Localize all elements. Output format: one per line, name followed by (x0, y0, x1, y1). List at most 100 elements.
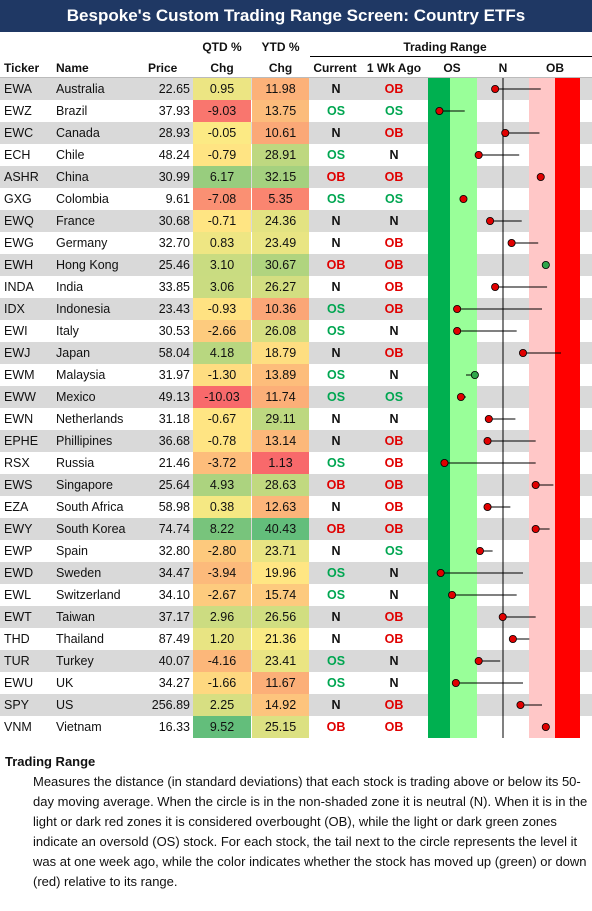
ytd-cell: 10.36 (252, 298, 309, 320)
current-position-dot (453, 326, 462, 335)
current-position-dot (459, 194, 468, 203)
ticker-cell: EWC (4, 126, 34, 140)
ticker-cell: EWA (4, 82, 33, 96)
qtd-cell: -2.67 (193, 584, 251, 606)
table-row: EWG Germany 32.70 0.83 23.49 N OB (0, 232, 592, 254)
current-status-cell: N (331, 632, 341, 646)
price-cell: 9.61 (165, 192, 190, 206)
week-ago-status-cell: OB (384, 82, 404, 96)
current-status-cell: OS (326, 192, 346, 206)
current-status-cell: OB (326, 170, 346, 184)
ticker-cell: EWY (4, 522, 33, 536)
qtd-cell: -3.72 (193, 452, 251, 474)
ytd-cell: 40.43 (252, 518, 309, 540)
table-row: RSX Russia 21.46 -3.72 1.13 OS OB (0, 452, 592, 474)
current-status-cell: OS (326, 302, 346, 316)
name-cell: UK (56, 676, 74, 690)
ticker-cell: GXG (4, 192, 32, 206)
price-cell: 34.47 (158, 566, 190, 580)
name-cell: Switzerland (56, 588, 121, 602)
ticker-cell: EWW (4, 390, 36, 404)
ticker-cell: IDX (4, 302, 25, 316)
ticker-cell: EWQ (4, 214, 34, 228)
ticker-cell: RSX (4, 456, 30, 470)
qtd-cell: 0.95 (193, 78, 251, 100)
notes-body: Measures the distance (in standard devia… (33, 774, 588, 889)
ticker-cell: EWJ (4, 346, 31, 360)
ytd-cell: 18.79 (252, 342, 309, 364)
ob-light-zone (529, 78, 555, 738)
trading-range-underline (310, 56, 592, 57)
name-cell: Thailand (56, 632, 104, 646)
current-status-cell: N (331, 214, 341, 228)
ticker-header: Ticker (4, 61, 40, 75)
ticker-cell: EWT (4, 610, 32, 624)
qtd-cell: 2.96 (193, 606, 251, 628)
ticker-cell: EWP (4, 544, 33, 558)
price-cell: 21.46 (158, 456, 190, 470)
ticker-cell: EWG (4, 236, 34, 250)
ticker-cell: ASHR (4, 170, 39, 184)
week-ago-status-cell: N (389, 566, 399, 580)
price-cell: 33.85 (158, 280, 190, 294)
price-cell: 58.98 (158, 500, 190, 514)
current-status-cell: N (331, 698, 341, 712)
week-ago-status-cell: OS (384, 104, 404, 118)
current-position-dot (483, 502, 492, 511)
week-ago-status-cell: OB (384, 280, 404, 294)
current-status-cell: OS (326, 368, 346, 382)
name-cell: Canada (56, 126, 100, 140)
week-ago-status-cell: OB (384, 126, 404, 140)
price-cell: 25.64 (158, 478, 190, 492)
name-cell: Spain (56, 544, 88, 558)
name-cell: Mexico (56, 390, 96, 404)
current-status-cell: N (331, 346, 341, 360)
current-status-cell: N (331, 434, 341, 448)
price-cell: 32.80 (158, 544, 190, 558)
name-cell: South Korea (56, 522, 126, 536)
qtd-cell: 2.25 (193, 694, 251, 716)
qtd-cell: 3.06 (193, 276, 251, 298)
ytd-cell: 23.41 (252, 650, 309, 672)
qtd-cell: -0.05 (193, 122, 251, 144)
price-cell: 74.74 (158, 522, 190, 536)
current-position-dot (491, 85, 500, 94)
name-cell: US (56, 698, 74, 712)
current-position-dot (475, 547, 484, 556)
table-row: EWN Netherlands 31.18 -0.67 29.11 N N (0, 408, 592, 430)
price-cell: 36.68 (158, 434, 190, 448)
week-ago-status-cell: N (389, 368, 399, 382)
week-ago-status-cell: OB (384, 456, 404, 470)
week-ago-status-cell: OB (384, 236, 404, 250)
name-cell: Italy (56, 324, 79, 338)
ticker-cell: ECH (4, 148, 31, 162)
ticker-cell: EWN (4, 412, 34, 426)
week-ago-status-cell: N (389, 412, 399, 426)
qtd-cell: 3.10 (193, 254, 251, 276)
qtd-cell: 0.83 (193, 232, 251, 254)
notes-section: Trading Range Measures the distance (in … (5, 752, 589, 892)
ytd-cell: 30.67 (252, 254, 309, 276)
qtd-cell: -0.67 (193, 408, 251, 430)
price-cell: 48.24 (158, 148, 190, 162)
qtd-header-top: QTD % (202, 40, 242, 54)
current-position-dot (474, 657, 483, 666)
qtd-cell: -7.08 (193, 188, 251, 210)
week-ago-status-cell: N (389, 676, 399, 690)
n-zone-header: N (498, 61, 508, 75)
week-ago-status-cell: N (389, 654, 399, 668)
table-row: EWL Switzerland 34.10 -2.67 15.74 OS N (0, 584, 592, 606)
qtd-cell: -10.03 (193, 386, 251, 408)
ticker-cell: EWH (4, 258, 34, 272)
qtd-cell: 9.52 (193, 716, 251, 738)
name-cell: China (56, 170, 89, 184)
table-row: EWM Malaysia 31.97 -1.30 13.89 OS N (0, 364, 592, 386)
ticker-cell: EZA (4, 500, 29, 514)
week-ago-status-cell: OS (384, 192, 404, 206)
ytd-cell: 14.92 (252, 694, 309, 716)
ticker-cell: TUR (4, 654, 30, 668)
ticker-cell: EWS (4, 478, 33, 492)
price-cell: 37.17 (158, 610, 190, 624)
week-ago-status-cell: OB (384, 478, 404, 492)
header-separator (0, 77, 592, 78)
